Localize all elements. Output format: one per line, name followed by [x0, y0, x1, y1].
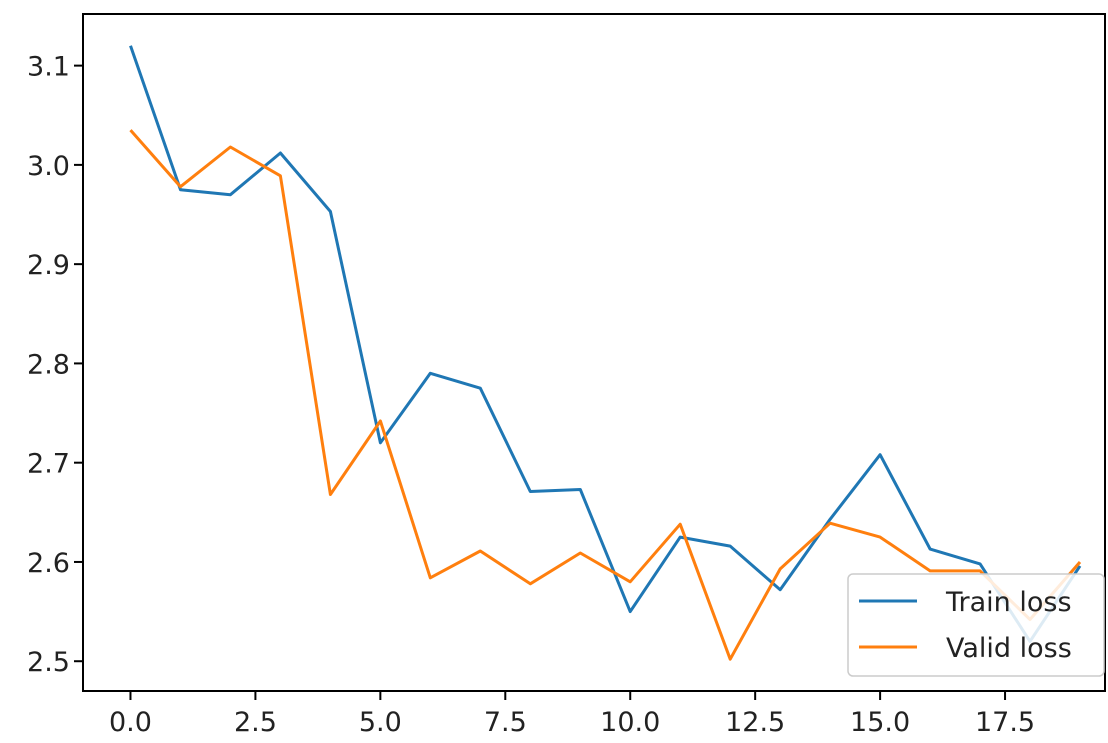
- y-tick-label: 2.9: [27, 250, 70, 281]
- y-tick-label: 3.0: [27, 151, 70, 182]
- x-tick-label: 7.5: [484, 707, 527, 738]
- y-tick-label: 3.1: [27, 52, 70, 83]
- series-layer: [129, 45, 1082, 661]
- y-tick-label: 2.5: [27, 647, 70, 678]
- x-tick-label: 15.0: [850, 707, 910, 738]
- legend-label-valid-loss: Valid loss: [946, 633, 1072, 664]
- series-line-valid-loss: [129, 129, 1082, 661]
- y-tick-label: 2.8: [27, 349, 70, 380]
- x-tick-label: 2.5: [234, 707, 277, 738]
- plot-frame: [82, 13, 1106, 692]
- series-line-train-loss: [129, 45, 1082, 643]
- x-axis: 0.0 2.5 5.0 7.5 10.0 12.5 15.0 17.5: [109, 691, 1035, 738]
- x-tick-label: 17.5: [975, 707, 1035, 738]
- x-tick-label: 12.5: [725, 707, 785, 738]
- y-tick-label: 2.7: [27, 449, 70, 480]
- y-tick-label: 2.6: [27, 548, 70, 579]
- x-tick-label: 5.0: [359, 707, 402, 738]
- legend-label-train-loss: Train loss: [945, 587, 1072, 618]
- y-axis: 2.5 2.6 2.7 2.8 2.9 3.0 3.1: [27, 52, 83, 678]
- legend: Train loss Valid loss: [847, 573, 1105, 677]
- x-tick-label: 0.0: [109, 707, 152, 738]
- x-tick-label: 10.0: [600, 707, 660, 738]
